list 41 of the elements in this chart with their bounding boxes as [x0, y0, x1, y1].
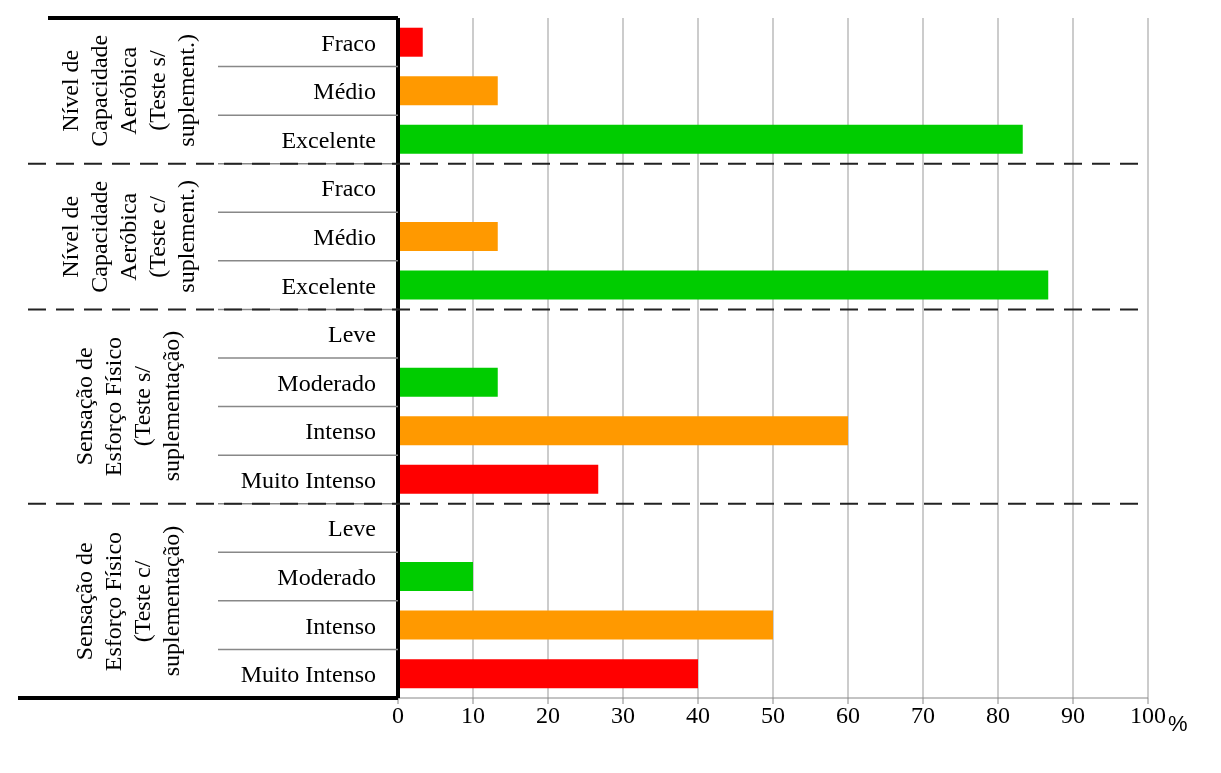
y-tick-label: Moderado: [277, 369, 376, 396]
y-tick-label: Médio: [313, 78, 376, 105]
text: Nível de Capacidade Aeróbica (Teste c/ suplement.): [55, 179, 200, 295]
y-tick-label: Intenso: [305, 418, 376, 445]
x-tick-label: 100: [1130, 702, 1166, 729]
bar: [398, 562, 473, 591]
text: Sensação de Esforço Físico (Teste s/ suplementação): [70, 330, 185, 484]
x-tick-label: 70: [911, 702, 935, 729]
y-tick-label: Leve: [328, 321, 376, 348]
x-tick-label: 30: [611, 702, 635, 729]
y-tick-label: Excelente: [281, 272, 376, 299]
bar: [398, 464, 599, 494]
x-tick-label: 90: [1061, 702, 1085, 729]
x-tick-label: 0: [392, 702, 404, 729]
bar: [398, 610, 773, 640]
y-tick-label: Médio: [313, 223, 376, 250]
x-tick-label: 20: [536, 702, 560, 729]
bar: [398, 222, 498, 251]
bar: [398, 270, 1049, 300]
x-tick-label: 10: [461, 702, 485, 729]
y-tick-label: Fraco: [321, 29, 376, 56]
text: Sensação de Esforço Físico (Teste c/ suplementação): [70, 524, 185, 679]
y-tick-label: Leve: [328, 515, 376, 542]
bar: [398, 27, 423, 57]
y-tick-label: Intenso: [305, 612, 376, 639]
x-tick-label: 40: [686, 702, 710, 729]
y-tick-label: Muito Intenso: [240, 661, 376, 688]
text: Nível de Capacidade Aeróbica (Teste s/ suplement.): [55, 33, 200, 150]
y-tick-label: Moderado: [277, 563, 376, 590]
y-tick-label: Fraco: [321, 175, 376, 202]
bar: [398, 416, 848, 446]
x-tick-label: 60: [836, 702, 860, 729]
bar: [398, 659, 698, 689]
x-tick-label: 50: [761, 702, 785, 729]
y-tick-label: Muito Intenso: [240, 466, 376, 493]
bar: [398, 76, 498, 106]
x-tick-label: 80: [986, 702, 1010, 729]
bar: [398, 124, 1023, 154]
x-axis-title: %: [1168, 710, 1188, 736]
y-tick-label: Excelente: [281, 126, 376, 153]
bar: [398, 367, 498, 397]
